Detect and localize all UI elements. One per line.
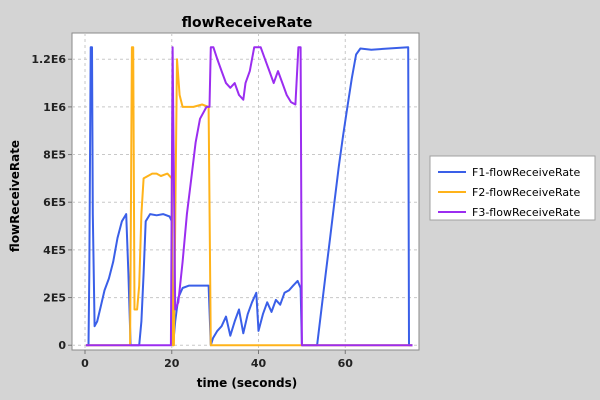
chart-title: flowReceiveRate — [182, 15, 313, 31]
axis-ticks: 0 20 40 60 0 2E5 4E5 6E5 8E5 1E6 1.2E6 — [31, 53, 353, 370]
x-axis-title: time (seconds) — [197, 376, 298, 390]
y-tick-label: 6E5 — [43, 196, 66, 209]
y-tick-label: 2E5 — [43, 292, 66, 305]
y-tick-label: 1E6 — [43, 101, 66, 114]
y-tick-label: 0 — [58, 339, 66, 352]
legend-label: F1-flowReceiveRate — [472, 166, 580, 179]
series-line-f2 — [85, 46, 413, 347]
legend-box — [429, 155, 596, 221]
legend-label: F3-flowReceiveRate — [472, 206, 580, 219]
series-line-f1 — [85, 46, 413, 347]
series-line-f3 — [85, 46, 413, 347]
y-tick-label: 4E5 — [43, 244, 66, 257]
x-tick-label: 60 — [338, 357, 354, 370]
legend-label: F2-flowReceiveRate — [472, 186, 580, 199]
series-lines — [85, 46, 413, 347]
x-tick-label: 20 — [164, 357, 180, 370]
x-tick-label: 40 — [251, 357, 267, 370]
y-tick-label: 1.2E6 — [31, 53, 66, 66]
x-tick-label: 0 — [81, 357, 89, 370]
y-tick-label: 8E5 — [43, 149, 66, 162]
legend: F1-flowReceiveRate F2-flowReceiveRate F3-f… — [429, 155, 596, 221]
y-axis-title: flowReceiveRate — [8, 140, 22, 252]
